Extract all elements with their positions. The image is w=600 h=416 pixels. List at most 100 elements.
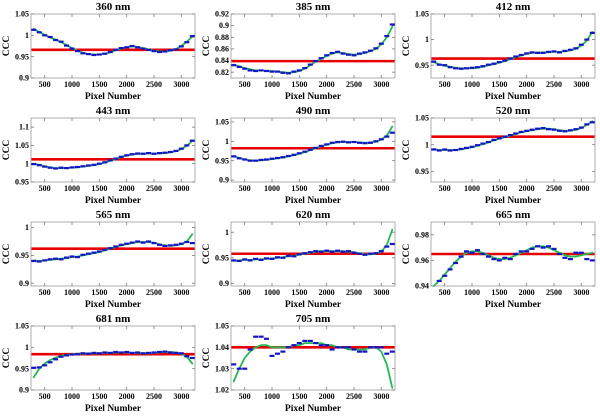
- data-marker: [513, 55, 519, 58]
- data-marker: [578, 251, 584, 254]
- data-marker: [69, 47, 75, 50]
- data-marker: [442, 274, 448, 277]
- data-marker: [231, 64, 237, 67]
- subplot-svg: 360 nm 500 1000 1500 2000 2500 3000 0.9 0.95 1 1.0…: [2, 1, 196, 102]
- data-marker: [69, 353, 75, 356]
- data-marker: [447, 268, 453, 271]
- subplot-svg: 565 nm 500 1000 1500 2000 2500 3000 0.9 0.95 1 CCC…: [2, 209, 196, 310]
- data-marker: [318, 344, 324, 347]
- plot-data: [31, 27, 195, 57]
- plot-data: [31, 233, 195, 263]
- data-marker: [485, 140, 491, 144]
- data-marker: [157, 152, 162, 155]
- data-marker: [518, 53, 524, 57]
- data-marker: [96, 352, 102, 355]
- x-tick-label: 2000: [519, 288, 535, 297]
- data-marker: [247, 348, 253, 351]
- data-marker: [496, 137, 502, 140]
- plot-title: 681 nm: [96, 313, 131, 325]
- data-marker: [524, 52, 530, 55]
- data-marker: [458, 67, 464, 70]
- axes-box: [430, 13, 596, 79]
- subplot-705nm: 705 nm 500 1000 1500 2000 2500 3000 1.02 1.03 1.0…: [200, 312, 400, 416]
- x-axis-label: Pixel Number: [285, 92, 342, 102]
- data-marker: [236, 65, 242, 68]
- data-marker: [151, 351, 157, 354]
- data-marker: [178, 242, 184, 245]
- data-marker: [47, 35, 53, 39]
- y-tick-label: 1: [25, 223, 29, 232]
- x-axis-label: Pixel Number: [285, 196, 342, 206]
- x-tick-label: 2000: [319, 80, 335, 89]
- data-marker: [357, 141, 362, 144]
- data-marker: [507, 134, 513, 137]
- data-marker: [313, 146, 319, 149]
- y-tick-label: 1: [225, 228, 229, 237]
- x-axis-label: Pixel Number: [85, 404, 142, 414]
- data-marker: [485, 255, 491, 258]
- y-tick-label: 0.95: [15, 178, 29, 187]
- data-marker: [291, 255, 297, 258]
- data-marker: [184, 41, 190, 44]
- x-tick-label: 1000: [264, 392, 280, 401]
- data-marker: [557, 51, 562, 54]
- data-marker: [91, 351, 97, 354]
- data-marker: [275, 256, 280, 259]
- data-marker: [491, 62, 497, 65]
- data-marker: [502, 256, 508, 259]
- data-marker: [540, 51, 546, 54]
- data-marker: [173, 243, 179, 246]
- subplot-svg: 665 nm 500 1000 1500 2000 2500 3000 0.94 0.96 0.9…: [402, 209, 596, 310]
- subplot-svg: 520 nm 500 1000 1500 2000 2500 3000 0.95 1 1.05 CC…: [402, 105, 596, 206]
- subplot-svg: 385 nm 500 1000 1500 2000 2500 3000 0.82 0.84 0.8…: [202, 1, 396, 102]
- data-marker: [80, 52, 86, 55]
- data-marker: [464, 146, 469, 149]
- y-tick-label: 0.88: [215, 33, 229, 42]
- y-tick-label: 0.95: [215, 156, 229, 165]
- data-marker: [231, 155, 237, 158]
- data-marker: [173, 149, 179, 152]
- subplot-412nm: 412 nm 500 1000 1500 2000 2500 3000 0.95 1 1.05 CC…: [400, 0, 600, 104]
- data-marker: [469, 251, 475, 254]
- plot-data: [231, 23, 395, 75]
- axes-box: [30, 221, 196, 287]
- data-marker: [162, 50, 168, 53]
- fit-curve: [232, 228, 394, 262]
- subplot-443nm: 443 nm 500 1000 1500 2000 2500 3000 0.95 1 1.05 1.…: [0, 104, 200, 208]
- data-marker: [447, 149, 453, 152]
- y-tick-label: 1: [425, 35, 429, 44]
- y-tick-label: 0.95: [215, 253, 229, 262]
- plot-title: 490 nm: [296, 105, 331, 117]
- x-tick-label: 2000: [319, 288, 335, 297]
- data-marker: [302, 339, 308, 342]
- data-marker: [162, 151, 168, 154]
- x-tick-label: 500: [239, 392, 251, 401]
- data-marker: [453, 261, 459, 265]
- y-tick-label: 0.95: [15, 52, 29, 61]
- y-tick-label: 1.05: [15, 141, 29, 150]
- data-marker: [491, 258, 497, 261]
- data-marker: [496, 61, 502, 64]
- y-tick-label: 1.05: [215, 117, 229, 126]
- data-marker: [562, 256, 568, 259]
- data-marker: [258, 69, 264, 72]
- y-axis-label: CCC: [202, 348, 212, 369]
- y-tick-label: 0.9: [219, 176, 229, 185]
- data-marker: [578, 43, 584, 46]
- y-tick-label: 0.95: [415, 61, 429, 70]
- data-marker: [589, 31, 595, 34]
- subplot-svg: 620 nm 500 1000 1500 2000 2500 3000 0.9 0.95 1 CCC…: [202, 209, 396, 310]
- data-marker: [367, 49, 373, 52]
- y-tick-label: 1: [225, 137, 229, 146]
- data-marker: [47, 258, 53, 261]
- data-marker: [151, 50, 157, 53]
- data-marker: [453, 148, 459, 152]
- data-marker: [42, 34, 48, 37]
- data-marker: [589, 121, 595, 124]
- data-marker: [102, 248, 108, 251]
- data-marker: [335, 50, 341, 53]
- x-tick-label: 2000: [119, 392, 135, 401]
- data-marker: [518, 250, 524, 253]
- subplot-360nm: 360 nm 500 1000 1500 2000 2500 3000 0.9 0.95 1 1.0…: [0, 0, 200, 104]
- data-marker: [64, 256, 69, 259]
